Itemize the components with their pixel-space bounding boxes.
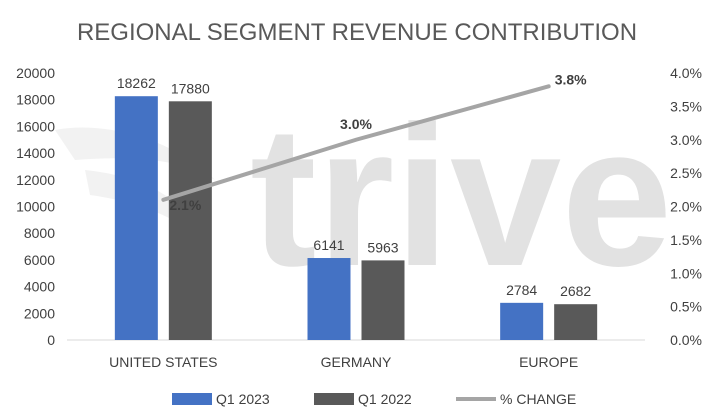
percent-data-label: 2.1% bbox=[169, 197, 201, 213]
right-axis-tick: 3.0% bbox=[670, 132, 702, 148]
left-axis-tick: 18000 bbox=[16, 92, 55, 108]
left-axis-tick: 6000 bbox=[24, 252, 55, 268]
bar bbox=[554, 304, 598, 340]
bar bbox=[361, 260, 405, 340]
right-axis-tick: 0.0% bbox=[670, 332, 702, 348]
legend-label: % CHANGE bbox=[500, 391, 576, 407]
right-axis-tick: 4.0% bbox=[670, 65, 702, 81]
right-axis-tick: 2.5% bbox=[670, 165, 702, 181]
right-axis-tick: 0.5% bbox=[670, 299, 702, 315]
bar-series: 18262 17880 6141 5963 2784 2682 bbox=[114, 75, 598, 340]
line-series: 2.1% 3.0% 3.8% bbox=[161, 71, 587, 213]
bar-data-label: 2682 bbox=[560, 283, 591, 299]
bar-data-label: 2784 bbox=[506, 282, 537, 298]
left-axis-tick: 2000 bbox=[24, 305, 55, 321]
right-axis-tick: 3.5% bbox=[670, 98, 702, 114]
bar-data-label: 6141 bbox=[313, 237, 344, 253]
percent-data-label: 3.0% bbox=[340, 116, 372, 132]
left-axis-tick: 0 bbox=[47, 332, 55, 348]
right-y-axis: 0.0% 0.5% 1.0% 1.5% 2.0% 2.5% 3.0% 3.5% 4.0% bbox=[670, 65, 702, 348]
left-axis-tick: 20000 bbox=[16, 65, 55, 81]
category-label: EUROPE bbox=[519, 354, 578, 370]
legend-swatch bbox=[314, 393, 354, 405]
left-axis-tick: 10000 bbox=[16, 199, 55, 215]
category-label: UNITED STATES bbox=[109, 354, 217, 370]
percent-data-label: 3.8% bbox=[555, 71, 587, 87]
bar bbox=[307, 258, 351, 340]
left-axis-tick: 4000 bbox=[24, 279, 55, 295]
bar-data-label: 17880 bbox=[171, 80, 210, 96]
left-axis-tick: 16000 bbox=[16, 118, 55, 134]
category-labels: UNITED STATES GERMANY EUROPE bbox=[109, 354, 578, 370]
legend: Q1 2023 Q1 2022 % CHANGE bbox=[172, 391, 576, 407]
legend-label: Q1 2023 bbox=[216, 391, 270, 407]
percent-change-line bbox=[161, 84, 551, 202]
legend-label: Q1 2022 bbox=[358, 391, 412, 407]
left-y-axis: 0 2000 4000 6000 8000 10000 12000 14000 16000 180… bbox=[16, 65, 55, 348]
left-axis-tick: 8000 bbox=[24, 225, 55, 241]
bar bbox=[168, 101, 212, 340]
category-label: GERMANY bbox=[321, 354, 392, 370]
chart-title: REGIONAL SEGMENT REVENUE CONTRIBUTION bbox=[77, 19, 637, 46]
right-axis-tick: 2.0% bbox=[670, 199, 702, 215]
bar bbox=[114, 96, 158, 340]
bar bbox=[500, 302, 544, 340]
left-axis-tick: 14000 bbox=[16, 145, 55, 161]
legend-swatch bbox=[172, 393, 212, 405]
bar-data-label: 18262 bbox=[117, 75, 156, 91]
right-axis-tick: 1.0% bbox=[670, 265, 702, 281]
right-axis-tick: 1.5% bbox=[670, 232, 702, 248]
left-axis-tick: 12000 bbox=[16, 172, 55, 188]
bar-data-label: 5963 bbox=[367, 239, 398, 255]
